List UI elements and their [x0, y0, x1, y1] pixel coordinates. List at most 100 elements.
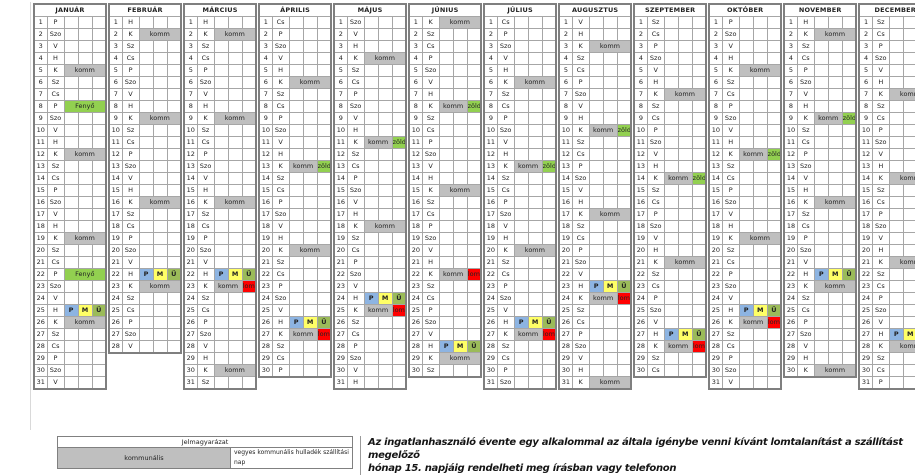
- day-name: V: [346, 28, 365, 41]
- marker-empty: [213, 304, 229, 317]
- day-row: 28 V: [108, 340, 182, 354]
- marker-komm: komm: [813, 28, 857, 41]
- marker-empty: [752, 268, 768, 281]
- day-row: 24 P: [858, 292, 915, 305]
- day-number: 21: [408, 256, 423, 269]
- marker-empty: [902, 208, 915, 221]
- marker-empty: [213, 124, 229, 137]
- day-row: 22 P Fenyő: [33, 268, 107, 281]
- marker-empty: [541, 304, 557, 317]
- marker-empty: [288, 52, 304, 65]
- legend-key-kommunalis: kommunális: [57, 447, 231, 469]
- day-name: Sz: [271, 172, 290, 185]
- day-number: 3: [183, 40, 198, 53]
- day-name: H: [871, 160, 890, 173]
- day-row: 27 P: [558, 328, 632, 341]
- day-row: 13 P: [558, 160, 632, 173]
- day-number: 27: [633, 328, 648, 341]
- month-header-row: DECEMBER: [858, 3, 915, 17]
- marker-empty: [766, 76, 782, 89]
- marker-empty: [438, 148, 454, 161]
- day-row: 26 H P M Ü: [258, 316, 332, 329]
- marker-empty: [241, 232, 257, 245]
- day-row: 28 Sz: [258, 340, 332, 353]
- marker-empty: [241, 76, 257, 89]
- marker-empty: [752, 124, 768, 137]
- day-row: 6 Szo: [183, 76, 257, 89]
- marker-empty: [902, 76, 915, 89]
- marker-empty: [663, 124, 679, 137]
- marker-empty: [363, 100, 379, 113]
- marker-empty: [766, 88, 782, 101]
- day-name: Cs: [646, 280, 665, 293]
- day-name: H: [796, 352, 815, 365]
- day-number: 15: [858, 184, 873, 197]
- day-name: P: [796, 316, 815, 329]
- marker-empty: [227, 136, 243, 149]
- day-name: K: [421, 268, 440, 281]
- day-number: 22: [333, 268, 348, 281]
- day-row: 25 Cs: [783, 304, 857, 317]
- marker-empty: [466, 292, 482, 305]
- day-row: 17 Sz: [108, 208, 182, 221]
- day-number: 17: [333, 208, 348, 221]
- day-name: Cs: [346, 328, 365, 341]
- day-number: 13: [183, 160, 198, 173]
- marker-empty: [152, 232, 168, 245]
- day-number: 2: [258, 28, 273, 41]
- day-name: P: [646, 208, 665, 221]
- marker-empty: [391, 232, 407, 245]
- day-number: 20: [783, 244, 798, 257]
- day-row: 13 H: [858, 160, 915, 173]
- day-row: 3 Sz: [183, 40, 257, 53]
- day-name: Cs: [271, 16, 290, 29]
- marker-empty: [363, 28, 379, 41]
- day-row: 25 V: [483, 304, 557, 317]
- marker-empty: [616, 232, 632, 245]
- day-number: 13: [783, 160, 798, 173]
- marker-empty: [602, 268, 618, 281]
- marker-empty: [91, 280, 107, 293]
- marker-empty: [363, 328, 379, 341]
- day-name: Szo: [421, 64, 440, 77]
- notice-line-2: hónap 15. napjáig rendelheti meg írásban…: [368, 463, 677, 474]
- marker-empty: [466, 196, 482, 209]
- marker-empty: [391, 124, 407, 137]
- marker-empty: [452, 316, 468, 329]
- day-name: K: [121, 112, 140, 125]
- marker-empty: [227, 208, 243, 221]
- marker-empty: [288, 196, 304, 209]
- marker-empty: [391, 196, 407, 209]
- day-number: 30: [33, 364, 48, 377]
- marker-uveg: Ü: [91, 304, 107, 317]
- day-number: 16: [408, 196, 423, 209]
- marker-empty: [752, 112, 768, 125]
- marker-empty: [827, 52, 843, 65]
- marker-empty: [513, 280, 529, 293]
- marker-empty: [466, 232, 482, 245]
- day-number: 14: [33, 172, 48, 185]
- marker-empty: [77, 184, 93, 197]
- day-row: 19 H: [483, 232, 557, 245]
- marker-empty: [138, 100, 154, 113]
- day-number: 13: [333, 160, 348, 173]
- marker-empty: [227, 172, 243, 185]
- marker-empty: [527, 184, 543, 197]
- day-name: Cs: [421, 40, 440, 53]
- marker-empty: [166, 172, 182, 185]
- marker-empty: [377, 256, 393, 269]
- marker-empty: [888, 28, 904, 41]
- marker-empty: [466, 40, 482, 53]
- day-name: Sz: [196, 292, 215, 305]
- day-name: K: [571, 124, 590, 137]
- day-row: 25 Sz: [558, 304, 632, 317]
- day-number: 18: [783, 220, 798, 233]
- marker-empty: [452, 112, 468, 125]
- day-number: 10: [183, 124, 198, 137]
- day-row: 4 Sz: [558, 52, 632, 65]
- day-name: V: [346, 364, 365, 377]
